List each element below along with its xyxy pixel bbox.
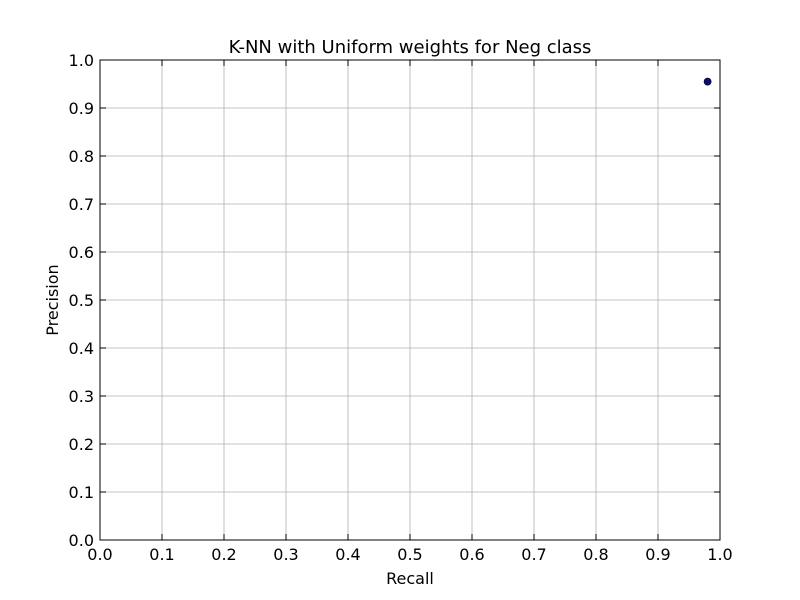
x-tick-label: 0.2 — [211, 545, 236, 564]
y-tick-label: 0.7 — [69, 195, 94, 214]
y-tick-label: 1.0 — [69, 51, 94, 70]
x-tick-label: 0.6 — [459, 545, 484, 564]
y-axis-label: Precision — [43, 264, 62, 335]
x-tick-label: 0.8 — [583, 545, 608, 564]
y-tick-label: 0.4 — [69, 339, 94, 358]
y-tick-label: 0.1 — [69, 483, 94, 502]
x-axis-label: Recall — [386, 569, 434, 588]
ticks — [99, 59, 721, 541]
y-tick-label: 0.3 — [69, 387, 94, 406]
y-tick-labels: 0.0 0.1 0.2 0.3 0.4 0.5 0.6 0.7 0.8 0.9 1.0 — [69, 51, 94, 550]
x-tick-label: 0.3 — [273, 545, 298, 564]
x-tick-label: 0.4 — [335, 545, 360, 564]
x-tick-label: 0.1 — [149, 545, 174, 564]
x-tick-label: 0.5 — [397, 545, 422, 564]
x-tick-labels: 0.0 0.1 0.2 0.3 0.4 0.5 0.6 0.7 0.8 0.9 1.0 — [87, 545, 732, 564]
y-tick-label: 0.0 — [69, 531, 94, 550]
x-tick-label: 0.0 — [87, 545, 112, 564]
y-tick-label: 0.8 — [69, 147, 94, 166]
y-tick-label: 0.2 — [69, 435, 94, 454]
y-tick-label: 0.6 — [69, 243, 94, 262]
x-tick-label: 0.7 — [521, 545, 546, 564]
y-tick-label: 0.5 — [69, 291, 94, 310]
data-points — [703, 77, 712, 86]
x-tick-label: 0.9 — [645, 545, 670, 564]
x-tick-label: 1.0 — [707, 545, 732, 564]
y-tick-label: 0.9 — [69, 99, 94, 118]
chart-title: K-NN with Uniform weights for Neg class — [229, 37, 592, 58]
data-point — [703, 77, 712, 86]
